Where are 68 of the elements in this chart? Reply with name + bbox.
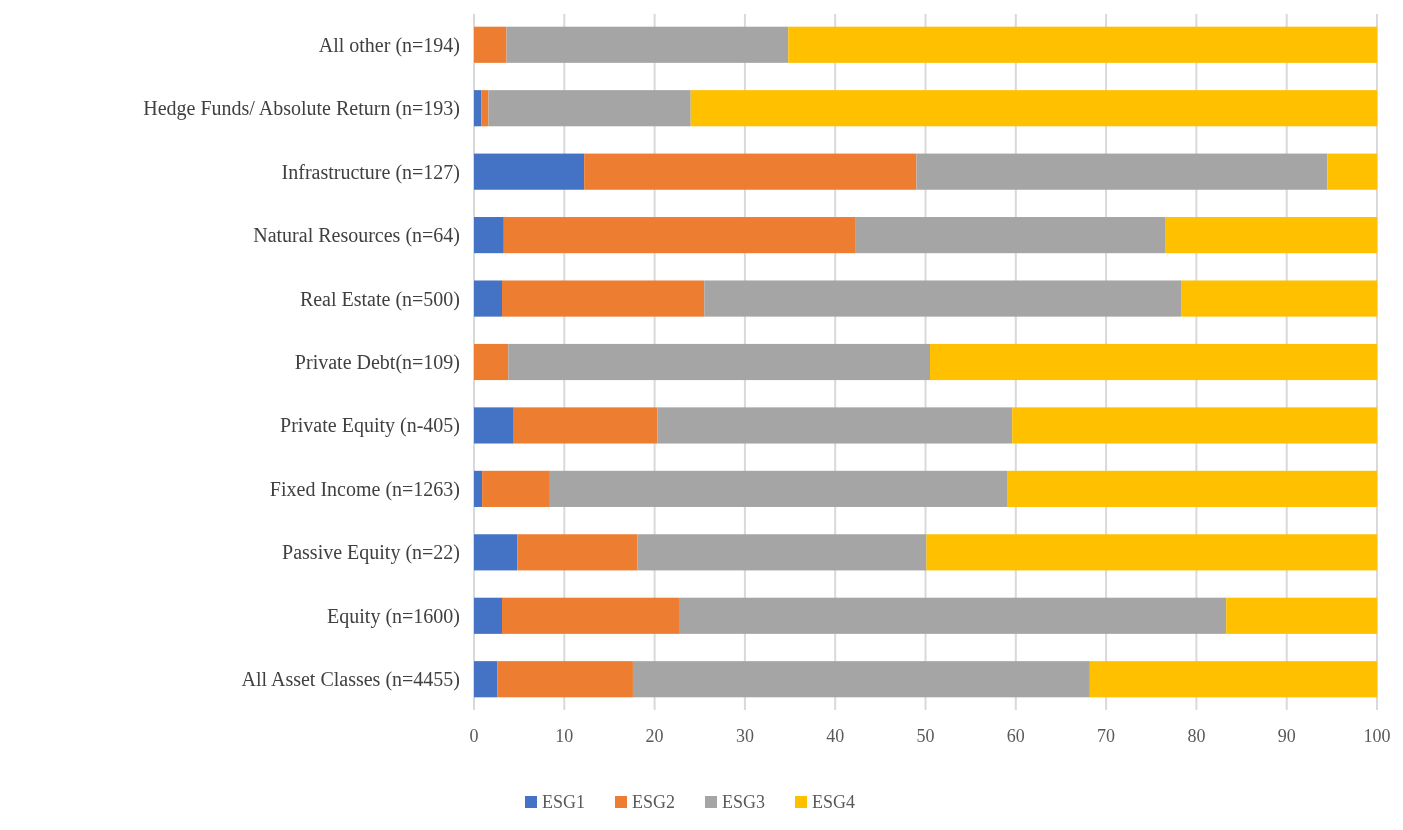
bar <box>788 26 1377 63</box>
bar <box>1007 470 1377 507</box>
y-tick-label: Fixed Income (n=1263) <box>269 477 460 501</box>
bar <box>506 26 789 63</box>
bar <box>474 407 514 444</box>
y-tick-label: All other (n=194) <box>318 33 460 57</box>
bar <box>1089 661 1377 698</box>
legend-label: ESG1 <box>542 792 586 813</box>
y-tick-label: Real Estate (n=500) <box>299 287 460 311</box>
x-tick-label: 60 <box>1006 726 1025 746</box>
x-tick-label: 40 <box>826 726 845 746</box>
y-tick-label: Hedge Funds/ Absolute Return (n=193) <box>143 97 460 121</box>
bar <box>704 280 1182 317</box>
y-tick-label: All Asset Classes (n=4455) <box>241 668 460 692</box>
x-tick-label: 90 <box>1277 726 1296 746</box>
x-tick-label: 20 <box>645 726 664 746</box>
bar <box>488 90 691 127</box>
bar <box>549 470 1008 507</box>
x-tick-label: 0 <box>469 726 479 746</box>
bar <box>474 343 509 381</box>
y-tick-label: Passive Equity (n=22) <box>282 541 460 565</box>
bar <box>1181 280 1377 317</box>
legend-label: ESG4 <box>812 792 856 813</box>
bar <box>482 470 550 507</box>
bar <box>497 661 633 698</box>
y-tick-label: Private Equity (n-405) <box>280 414 460 438</box>
y-tick-label: Equity (n=1600) <box>327 604 460 628</box>
bar <box>926 534 1377 571</box>
bar <box>517 534 638 571</box>
bar <box>678 597 1227 634</box>
bar <box>916 153 1328 190</box>
bar <box>474 153 585 190</box>
y-tick-label: Private Debt(n=109) <box>294 351 460 374</box>
x-tick-label: 80 <box>1187 726 1206 746</box>
bar <box>584 153 917 190</box>
bar <box>474 534 518 571</box>
x-tick-label: 10 <box>555 726 574 746</box>
bar <box>501 280 705 317</box>
bar <box>855 217 1166 254</box>
bar <box>1165 217 1377 254</box>
bar <box>474 26 507 63</box>
x-tick-label: 50 <box>916 726 935 746</box>
bar <box>508 343 931 381</box>
bar <box>632 661 1090 698</box>
x-tick-label: 100 <box>1363 726 1391 746</box>
y-tick-label: Natural Resources (n=64) <box>253 224 460 248</box>
x-tick-label: 30 <box>735 726 754 746</box>
x-tick-label: 70 <box>1097 726 1116 746</box>
bar <box>474 280 502 317</box>
bar <box>474 597 502 634</box>
bar <box>503 217 856 254</box>
bar <box>501 597 679 634</box>
bar <box>481 90 489 127</box>
bar <box>1327 153 1377 190</box>
bar <box>930 343 1377 381</box>
y-tick-label: Infrastructure (n=127) <box>281 160 460 184</box>
bar <box>637 534 927 571</box>
bar <box>474 661 498 698</box>
legend-label: ESG3 <box>722 792 766 813</box>
bar <box>474 470 483 507</box>
bar <box>1226 597 1377 634</box>
bar <box>513 407 658 444</box>
legend-label: ESG2 <box>632 792 676 813</box>
bar <box>474 90 482 127</box>
bar <box>690 90 1377 127</box>
bar <box>1012 407 1377 444</box>
bar <box>474 217 504 254</box>
bar <box>657 407 1013 444</box>
